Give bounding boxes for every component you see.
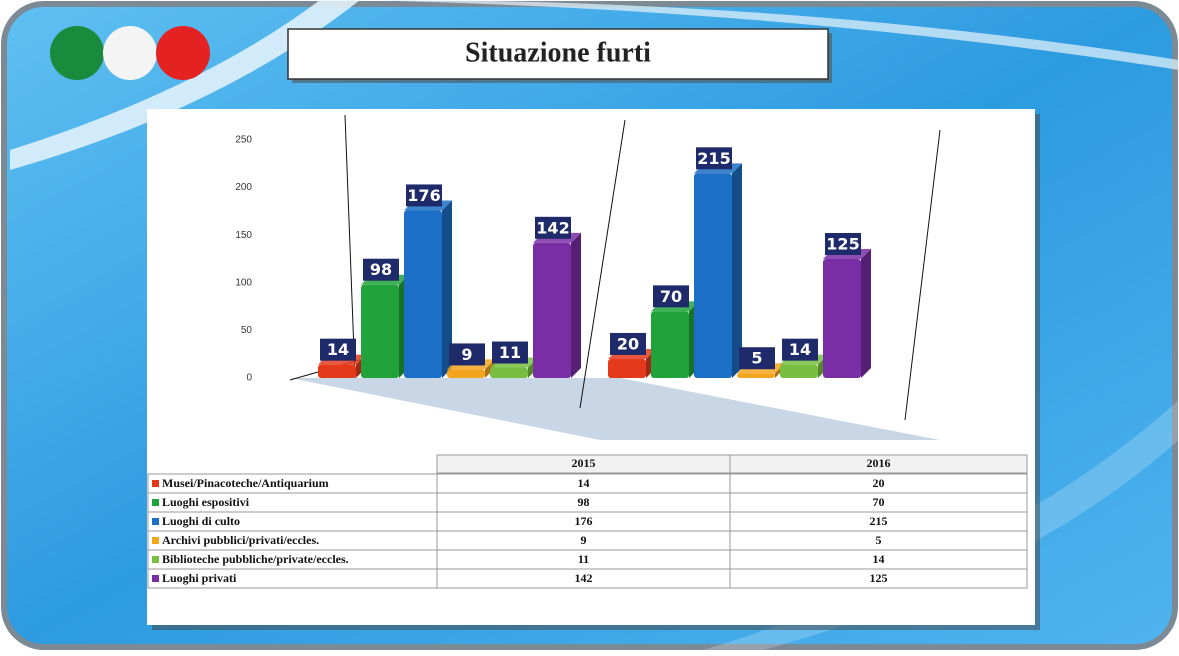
value-label-bg: [492, 341, 528, 364]
bar: [608, 358, 646, 378]
value-label: 70: [660, 287, 682, 306]
title-box: [287, 28, 829, 80]
legend-label: Biblioteche pubbliche/private/eccles.: [162, 552, 349, 566]
table-cell: 125: [870, 571, 888, 585]
table-cell: 20: [873, 476, 885, 490]
value-label-bg: [363, 258, 399, 281]
value-label: 176: [407, 186, 440, 205]
y-tick-label: 250: [235, 135, 252, 146]
table-cell: 9: [581, 533, 587, 547]
value-label: 14: [789, 340, 811, 359]
y-tick-label: 100: [235, 277, 252, 288]
bar: [823, 259, 861, 378]
legend-swatch: [152, 537, 159, 544]
swoosh: [360, 0, 1179, 70]
value-label: 5: [751, 349, 762, 368]
legend-swatch: [152, 480, 159, 487]
table-cell: 70: [873, 495, 885, 509]
value-label: 14: [327, 340, 349, 359]
y-tick-label: 200: [235, 182, 252, 193]
legend-label: Archivi pubblici/privati/eccles.: [162, 533, 319, 547]
table-header: 2015: [572, 456, 596, 470]
bar: [404, 210, 442, 378]
value-label-bg: [406, 184, 442, 207]
bar-side: [442, 200, 452, 378]
y-tick-label: 50: [241, 325, 253, 336]
legend-label: Luoghi privati: [162, 571, 237, 585]
value-label-bg: [782, 338, 818, 361]
table-cell: 142: [575, 571, 593, 585]
axis-line: [904, 129, 941, 421]
table-cell: 176: [575, 514, 593, 528]
bar: [447, 369, 485, 378]
axis-line: [344, 114, 356, 379]
value-label: 9: [461, 345, 472, 364]
value-label-bg: [535, 216, 571, 239]
flag-white: [103, 26, 157, 80]
table-cell: 98: [578, 495, 590, 509]
table-row: [147, 568, 1028, 589]
bar: [651, 311, 689, 378]
bar: [694, 173, 732, 378]
table-cell: 215: [870, 514, 888, 528]
value-label: 142: [536, 218, 569, 237]
value-label: 20: [617, 334, 639, 353]
value-label-bg: [825, 233, 861, 255]
table-cell: 14: [578, 476, 590, 490]
bar: [780, 364, 818, 378]
table-header: 2016: [867, 456, 891, 470]
y-tick-label: 150: [235, 230, 252, 241]
bar-side: [732, 163, 742, 378]
bar-side: [571, 232, 581, 378]
flag-green: [50, 26, 104, 80]
y-tick-label: 0: [246, 373, 252, 384]
value-label-bg: [739, 347, 775, 370]
value-label-bg: [653, 285, 689, 308]
legend-swatch: [152, 575, 159, 582]
bar: [490, 367, 528, 378]
legend-swatch: [152, 518, 159, 525]
value-label-bg: [449, 343, 485, 366]
value-label-bg: [610, 332, 646, 355]
legend-label: Luoghi di culto: [162, 514, 240, 528]
table-cell: 11: [578, 552, 589, 566]
legend-swatch: [152, 556, 159, 563]
value-label: 98: [370, 260, 392, 279]
value-label: 11: [499, 343, 521, 362]
value-label-bg: [696, 147, 732, 170]
bar-side: [861, 249, 871, 378]
bar: [318, 364, 356, 378]
bar: [361, 284, 399, 378]
value-label-bg: [320, 338, 356, 361]
swoosh: [10, 0, 360, 170]
chart-area: [147, 109, 1035, 625]
bar: [737, 373, 775, 378]
floor: [290, 378, 940, 440]
axis-line: [579, 119, 626, 409]
table-cell: 5: [876, 533, 882, 547]
table-cell: 14: [873, 552, 885, 566]
table-header-bg: [436, 454, 1028, 474]
flag-red: [156, 26, 210, 80]
legend-swatch: [152, 499, 159, 506]
value-label: 215: [697, 149, 730, 168]
bar: [533, 242, 571, 378]
value-label: 125: [826, 235, 859, 254]
chart-title: Situazione furti: [465, 37, 651, 68]
legend-label: Luoghi espositivi: [162, 495, 250, 509]
legend-label: Musei/Pinacoteche/Antiquarium: [162, 476, 329, 490]
bar-side: [485, 359, 495, 378]
